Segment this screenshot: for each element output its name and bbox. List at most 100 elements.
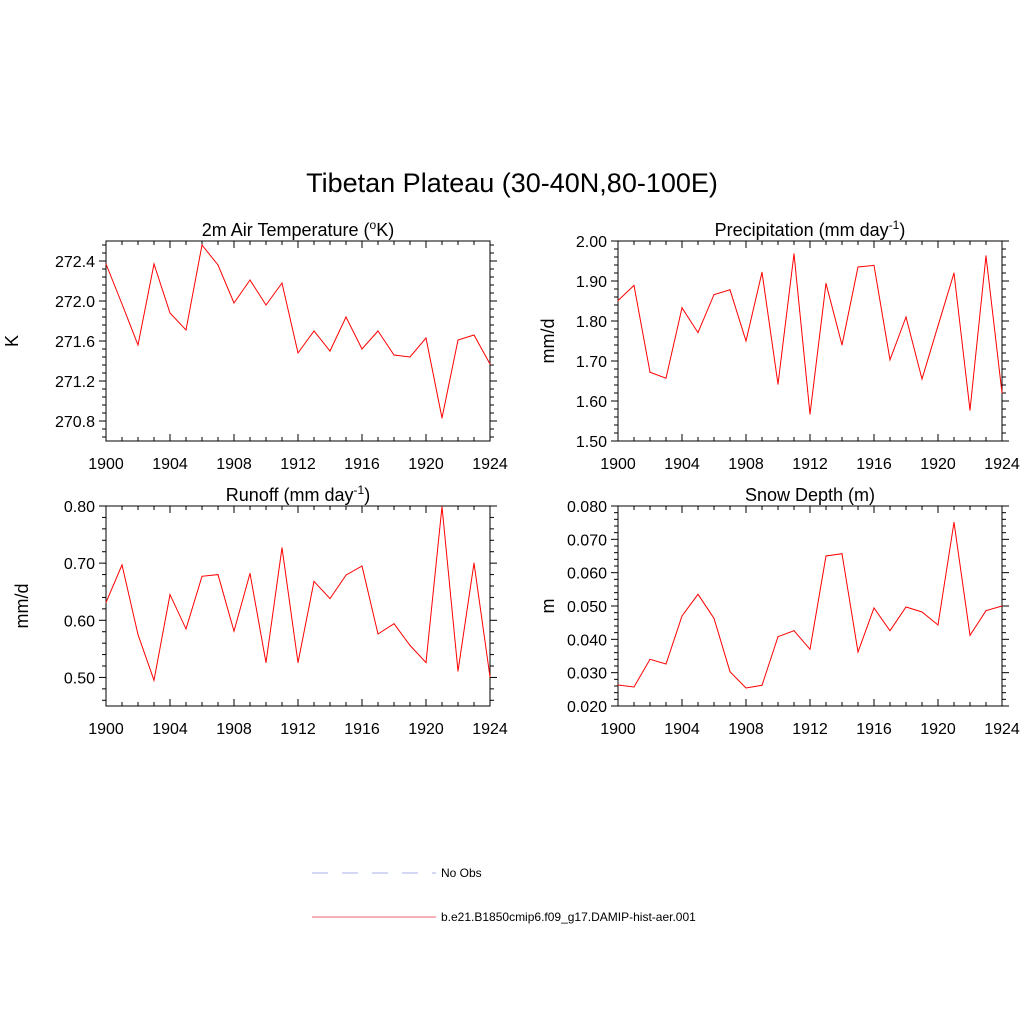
x-tick-label: 1912 bbox=[792, 456, 828, 473]
data-point bbox=[105, 602, 107, 604]
y-axis-label: mm/d bbox=[12, 584, 32, 629]
data-point bbox=[217, 574, 219, 576]
data-point bbox=[377, 330, 379, 332]
x-tick-label: 1900 bbox=[88, 456, 124, 473]
data-point bbox=[169, 312, 171, 314]
y-tick-label: 1.90 bbox=[576, 274, 607, 291]
data-point bbox=[745, 687, 747, 689]
y-tick-label: 1.70 bbox=[576, 354, 607, 371]
data-point bbox=[329, 598, 331, 600]
data-point bbox=[361, 348, 363, 350]
x-tick-label: 1908 bbox=[728, 456, 764, 473]
data-point bbox=[201, 575, 203, 577]
data-point bbox=[777, 636, 779, 638]
x-tick-label: 1924 bbox=[472, 721, 508, 738]
data-point bbox=[441, 417, 443, 419]
y-axis-label: mm/d bbox=[538, 319, 558, 364]
figure-title: Tibetan Plateau (30-40N,80-100E) bbox=[306, 168, 718, 198]
data-point bbox=[905, 316, 907, 318]
data-point bbox=[233, 630, 235, 632]
data-point bbox=[937, 325, 939, 327]
data-point bbox=[729, 671, 731, 673]
y-tick-label: 270.8 bbox=[55, 414, 95, 431]
data-point bbox=[969, 409, 971, 411]
x-tick-label: 1900 bbox=[600, 721, 636, 738]
data-point bbox=[297, 352, 299, 354]
y-tick-label: 1.50 bbox=[576, 434, 607, 451]
data-point bbox=[841, 344, 843, 346]
panel-snow: 1900 1904 1908 1912 1916 1920 1924 0.020 0.030 0.… bbox=[538, 485, 1020, 738]
data-point bbox=[617, 684, 619, 686]
data-point bbox=[921, 378, 923, 380]
y-axis-label: K bbox=[2, 335, 22, 347]
x-tick-label: 1924 bbox=[984, 456, 1020, 473]
x-tick-label: 1904 bbox=[152, 456, 188, 473]
data-point bbox=[969, 634, 971, 636]
x-tick-label: 1920 bbox=[408, 721, 444, 738]
data-point bbox=[761, 684, 763, 686]
data-point bbox=[457, 670, 459, 672]
x-tick-label: 1908 bbox=[216, 721, 252, 738]
panel-title-superscript: -1 bbox=[889, 218, 900, 232]
x-tick-label: 1924 bbox=[984, 721, 1020, 738]
y-tick-label: 1.80 bbox=[576, 314, 607, 331]
data-point bbox=[489, 676, 491, 678]
data-point bbox=[649, 658, 651, 660]
data-point bbox=[1001, 605, 1003, 607]
data-point bbox=[153, 679, 155, 681]
data-point bbox=[857, 266, 859, 268]
data-point bbox=[681, 307, 683, 309]
panel-title: Snow Depth (m) bbox=[745, 485, 875, 505]
data-point bbox=[473, 562, 475, 564]
data-point bbox=[681, 615, 683, 617]
x-tick-label: 1904 bbox=[152, 721, 188, 738]
legend-label: No Obs bbox=[441, 866, 482, 880]
x-tick-label: 1916 bbox=[856, 721, 892, 738]
panel-title-suffix: K) bbox=[376, 220, 394, 240]
data-point bbox=[745, 340, 747, 342]
data-point bbox=[889, 359, 891, 361]
y-tick-label: 0.060 bbox=[567, 566, 607, 583]
data-point bbox=[729, 289, 731, 291]
data-point bbox=[425, 337, 427, 339]
data-point bbox=[425, 662, 427, 664]
data-point bbox=[1001, 392, 1003, 394]
data-point bbox=[329, 350, 331, 352]
data-point bbox=[697, 593, 699, 595]
data-point bbox=[921, 611, 923, 613]
y-axis-label: m bbox=[538, 599, 558, 614]
data-point bbox=[281, 547, 283, 549]
x-tick-label: 1916 bbox=[344, 456, 380, 473]
y-tick-label: 2.00 bbox=[576, 234, 607, 251]
y-tick-label: 0.080 bbox=[567, 499, 607, 516]
data-point bbox=[697, 332, 699, 334]
panel-title: Precipitation (mm day-1) bbox=[715, 218, 906, 240]
data-point bbox=[393, 354, 395, 356]
panel-title-text: Precipitation (mm day bbox=[715, 220, 889, 240]
data-point bbox=[873, 607, 875, 609]
y-tick-label: 272.0 bbox=[55, 294, 95, 311]
data-point bbox=[713, 617, 715, 619]
data-point bbox=[713, 294, 715, 296]
plot-frame bbox=[617, 505, 1003, 707]
panel-title-text: 2m Air Temperature ( bbox=[202, 220, 370, 240]
data-point bbox=[985, 610, 987, 612]
data-point bbox=[777, 383, 779, 385]
series-line bbox=[617, 253, 1003, 415]
data-point bbox=[137, 634, 139, 636]
data-point bbox=[825, 282, 827, 284]
data-point bbox=[265, 662, 267, 664]
data-point bbox=[953, 272, 955, 274]
data-point bbox=[409, 356, 411, 358]
panel-title: 2m Air Temperature (oK) bbox=[202, 218, 394, 240]
x-tick-label: 1904 bbox=[664, 456, 700, 473]
data-point bbox=[185, 628, 187, 630]
x-tick-label: 1920 bbox=[920, 456, 956, 473]
data-point bbox=[297, 662, 299, 664]
data-point bbox=[761, 271, 763, 273]
y-tick-label: 0.040 bbox=[567, 632, 607, 649]
data-point bbox=[169, 594, 171, 596]
panel-title: Runoff (mm day-1) bbox=[226, 483, 370, 505]
data-point bbox=[313, 580, 315, 582]
